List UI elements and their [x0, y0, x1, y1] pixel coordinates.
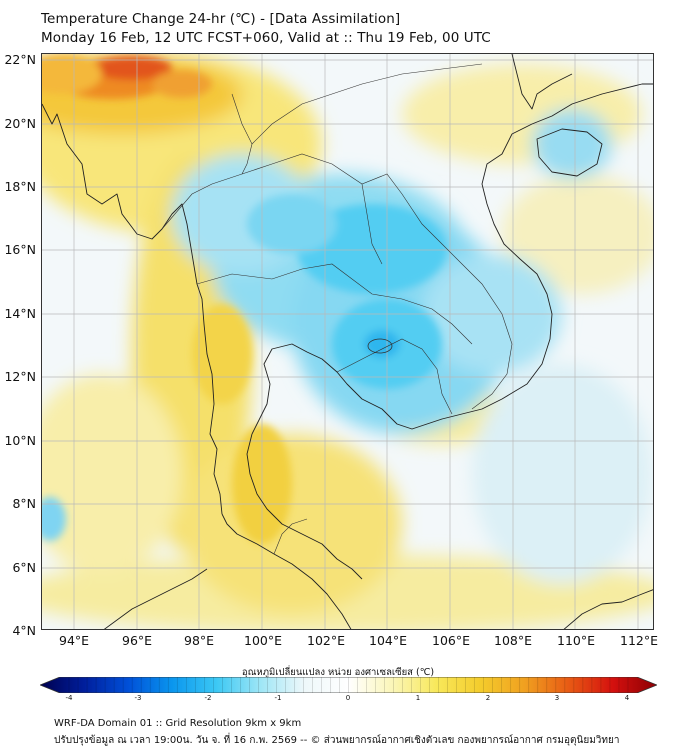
lat-label-16: 16°N [4, 242, 36, 257]
lon-label-108: 108°E [494, 633, 533, 648]
colorbar-tick-4: 4 [624, 694, 630, 702]
lat-label-12: 12°N [4, 369, 36, 384]
colorbar-tick-neg1: -1 [274, 694, 282, 702]
colorbar-tick-2: 2 [485, 694, 491, 702]
colorbar-label: อุณหภูมิเปลี่ยนแปลง หน่วย องศาเซลเซียส (… [241, 667, 435, 678]
map-subtitle: Monday 16 Feb, 12 UTC FCST+060, Valid at… [41, 30, 491, 46]
map-title: Temperature Change 24-hr (℃) - [Data Ass… [41, 11, 401, 27]
colorbar-tick-neg4: -4 [65, 694, 73, 702]
lat-label-6: 6°N [12, 560, 36, 575]
lon-label-96: 96°E [122, 633, 153, 648]
colorbar-tick-neg2: -2 [204, 694, 212, 702]
lon-label-100: 100°E [244, 633, 283, 648]
coastlines [42, 54, 653, 629]
footer-credits: ปรับปรุงข้อมูล ณ เวลา 19:00น. วัน จ. ที่… [54, 735, 620, 746]
lat-label-10: 10°N [4, 433, 36, 448]
temperature-change-map [41, 53, 654, 630]
graticule [42, 54, 653, 629]
lat-label-14: 14°N [4, 306, 36, 321]
colorbar-tick-neg3: -3 [134, 694, 142, 702]
lat-label-20: 20°N [4, 116, 36, 131]
colorbar-tick-0: 0 [345, 694, 351, 702]
lon-label-106: 106°E [432, 633, 471, 648]
colorbar-tick-3: 3 [554, 694, 560, 702]
colorbar-tick-1: 1 [415, 694, 421, 702]
country-borders [161, 63, 513, 555]
footer-model-info: WRF-DA Domain 01 :: Grid Resolution 9km … [54, 718, 302, 729]
lon-label-112: 112°E [620, 633, 659, 648]
lat-label-18: 18°N [4, 179, 36, 194]
colorbar [40, 677, 657, 693]
lat-label-8: 8°N [12, 496, 36, 511]
lon-label-104: 104°E [369, 633, 408, 648]
lon-label-98: 98°E [184, 633, 215, 648]
lat-label-22: 22°N [4, 52, 36, 67]
tonle-sap-lake [367, 338, 393, 354]
lat-label-4: 4°N [12, 623, 36, 638]
lon-label-94: 94°E [59, 633, 90, 648]
lon-label-110: 110°E [557, 633, 596, 648]
lon-label-102: 102°E [307, 633, 346, 648]
